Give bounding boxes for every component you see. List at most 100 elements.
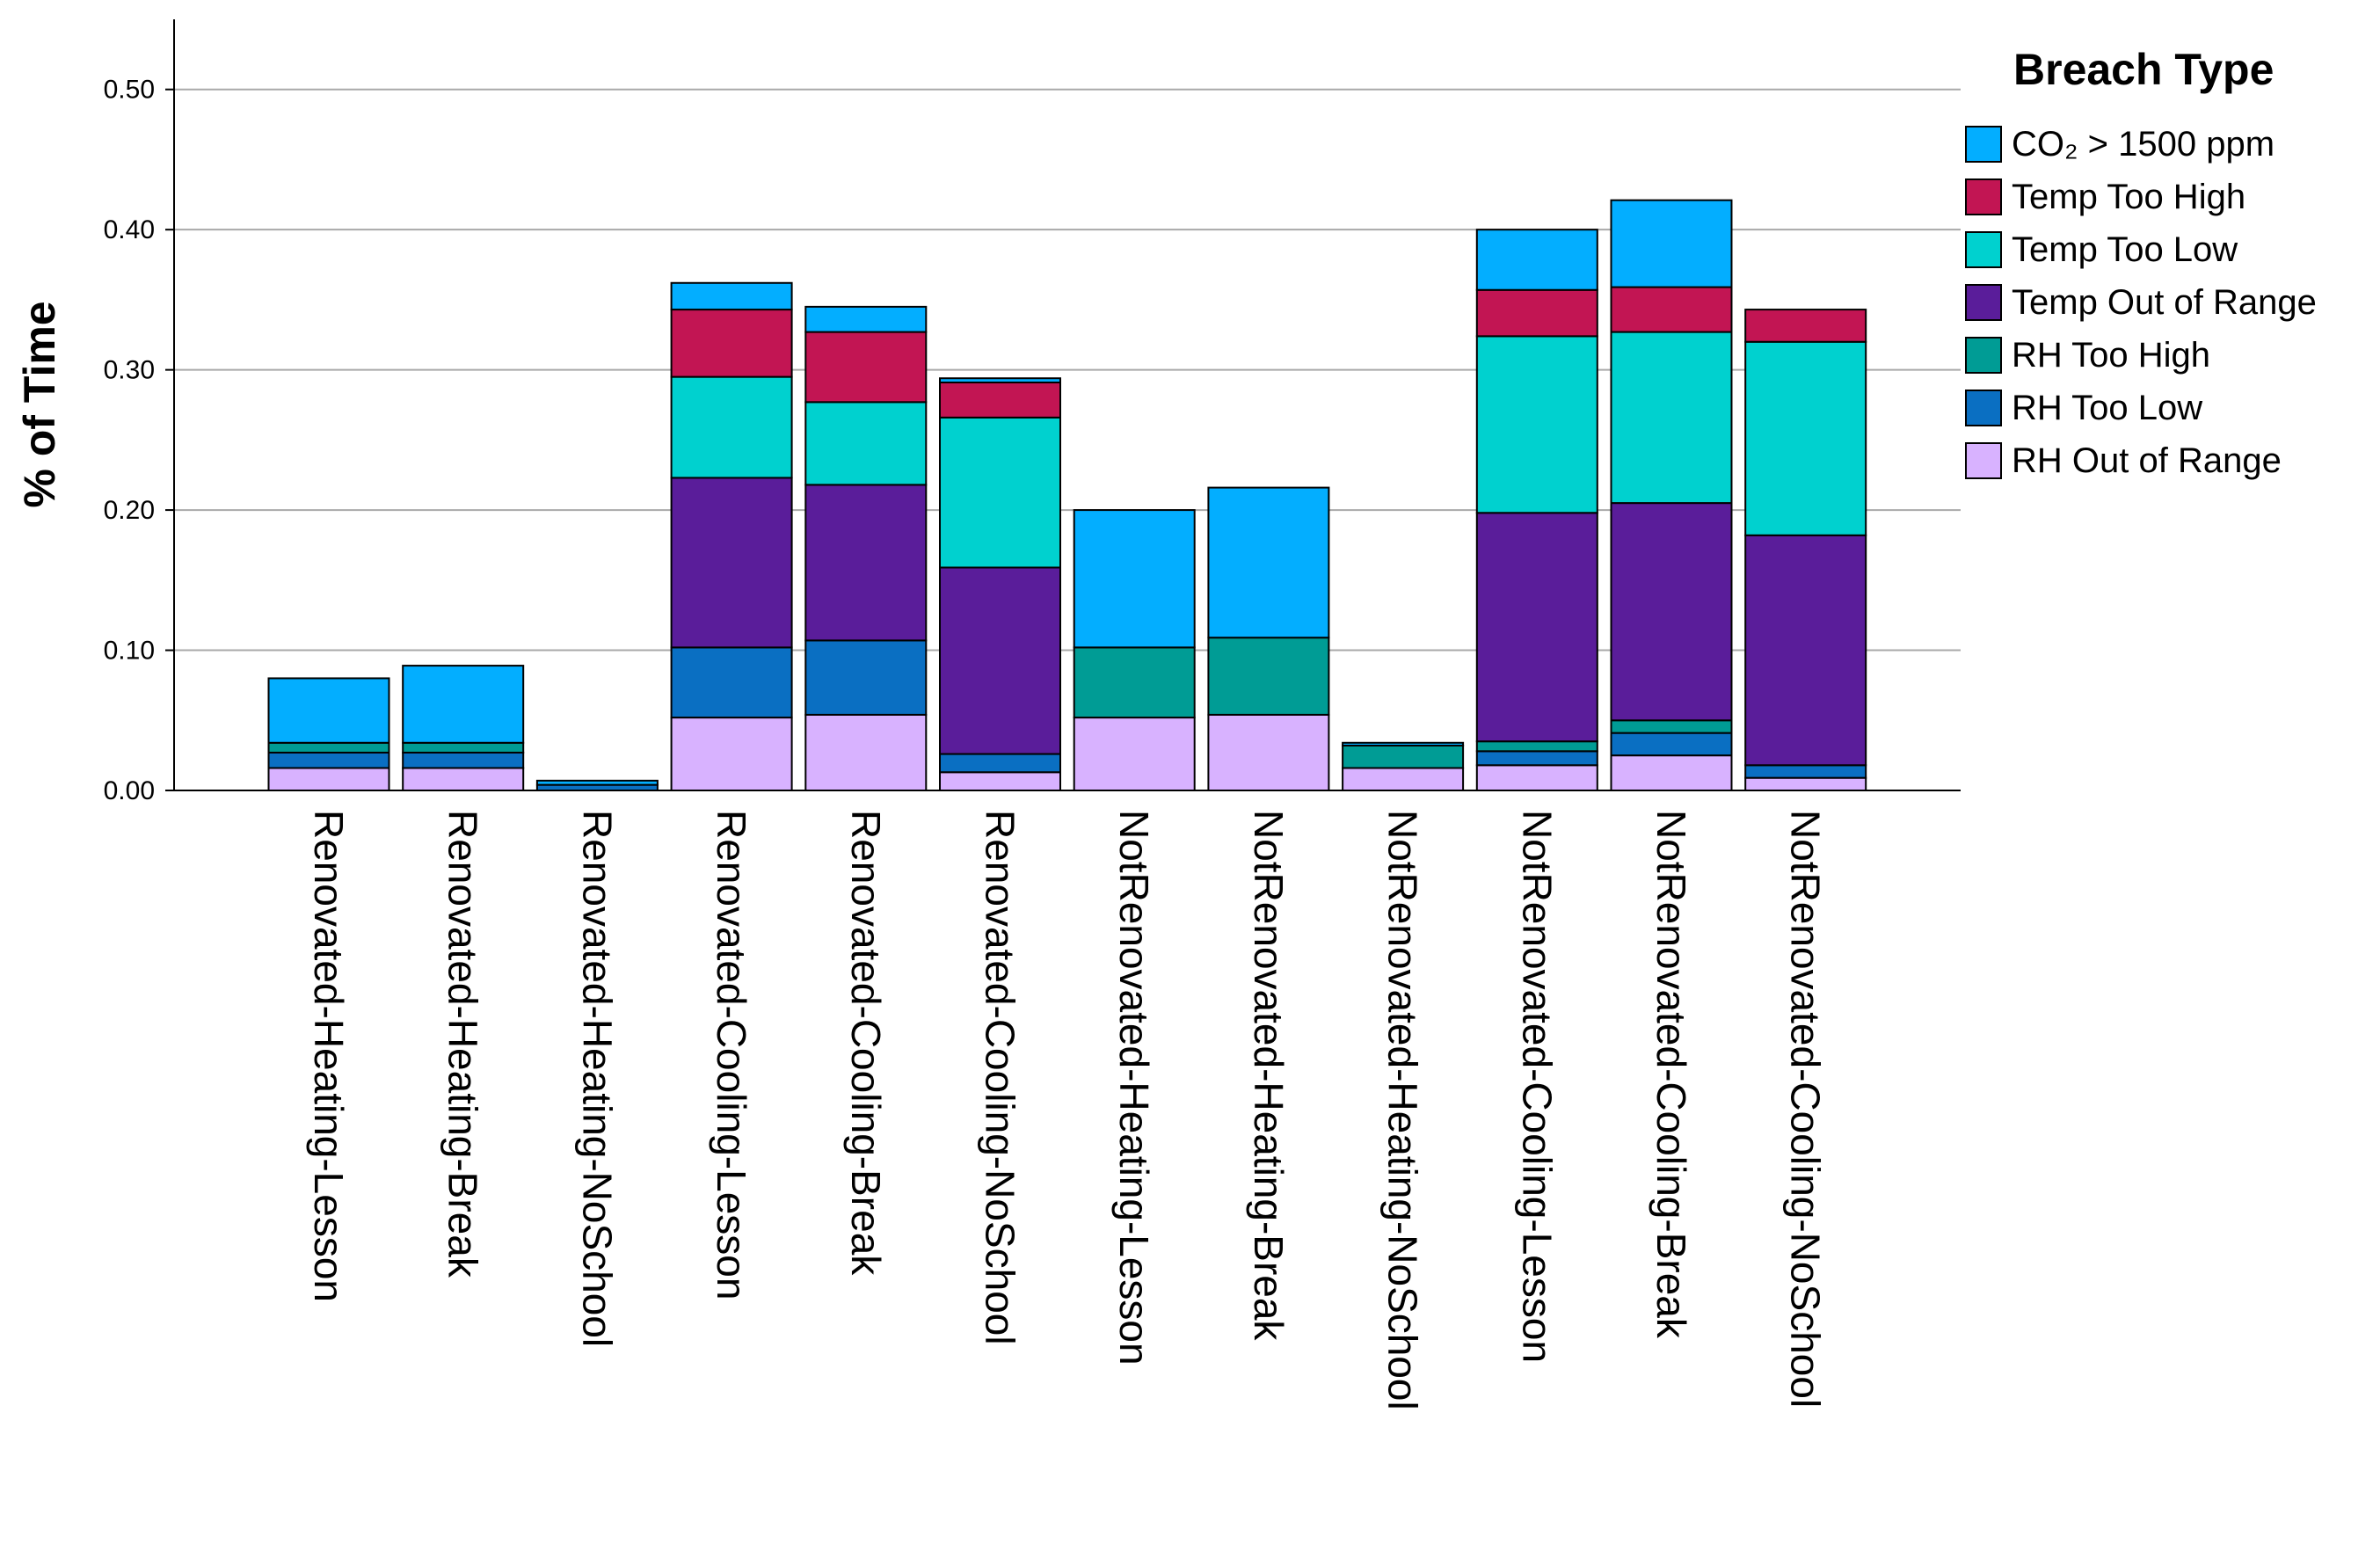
y-axis-label: % of Time bbox=[15, 301, 64, 507]
legend-label: CO₂ > 1500 ppm bbox=[2012, 125, 2274, 164]
bar-segment bbox=[1073, 509, 1196, 649]
bar-segment bbox=[402, 665, 525, 744]
bar-segment bbox=[804, 331, 928, 404]
bar-segment bbox=[535, 779, 659, 786]
bar-segment bbox=[804, 639, 928, 716]
bar-segment bbox=[939, 377, 1061, 383]
legend-item: RH Out of Range bbox=[1965, 441, 2282, 480]
bar-segment bbox=[1073, 717, 1196, 791]
legend-swatch bbox=[1965, 390, 2002, 426]
x-tick-label: Renovated-Cooling-Lesson bbox=[709, 810, 754, 1300]
bar-segment bbox=[1744, 340, 1867, 536]
legend-swatch bbox=[1965, 284, 2002, 321]
bar-segment bbox=[670, 375, 793, 479]
bar-segment bbox=[1475, 750, 1598, 767]
bar-stack bbox=[1610, 199, 1733, 791]
legend-item: Temp Too High bbox=[1965, 178, 2245, 216]
bar-segment bbox=[1207, 637, 1330, 716]
bar-stack bbox=[1475, 229, 1598, 791]
bar-segment bbox=[804, 305, 928, 333]
legend-label: RH Too Low bbox=[2012, 389, 2202, 427]
legend: CO₂ > 1500 ppm Temp Too High Temp Too Low T… bbox=[1965, 125, 2317, 480]
bar-segment bbox=[1207, 486, 1330, 639]
bar-segment bbox=[1610, 199, 1733, 288]
x-tick-label: Renovated-Heating-NoSchool bbox=[574, 810, 620, 1347]
bar-stack bbox=[535, 779, 659, 792]
x-tick-label: NotRenovated-Cooling-NoSchool bbox=[1783, 810, 1829, 1408]
bar-segment bbox=[1342, 767, 1465, 791]
axes: 0.00 0.10 0.20 0.30 0.40 0.50 Renovated-Heatin… bbox=[104, 19, 1961, 1410]
bar-segment bbox=[939, 416, 1061, 569]
bar-stack bbox=[670, 281, 793, 791]
bar-segment bbox=[267, 741, 390, 754]
bar-segment bbox=[402, 767, 525, 791]
bar-segment bbox=[402, 741, 525, 754]
bar-segment bbox=[1475, 288, 1598, 338]
bar-stack bbox=[267, 677, 390, 791]
bars bbox=[267, 199, 1867, 792]
legend-swatch bbox=[1965, 442, 2002, 479]
bar-segment bbox=[1342, 741, 1465, 746]
y-tick-label: 0.00 bbox=[104, 776, 155, 805]
bar-segment bbox=[1610, 502, 1733, 722]
bar-stack bbox=[402, 665, 525, 791]
bar-segment bbox=[402, 751, 525, 769]
bar-segment bbox=[1744, 764, 1867, 779]
bar-segment bbox=[1610, 719, 1733, 734]
x-tick-label: Renovated-Heating-Break bbox=[440, 810, 486, 1278]
legend-title: Breach Type bbox=[2013, 45, 2274, 94]
legend-label: Temp Too Low bbox=[2012, 230, 2238, 269]
bar-segment bbox=[670, 717, 793, 791]
x-tick-label: NotRenovated-Cooling-Break bbox=[1649, 810, 1694, 1339]
bar-segment bbox=[267, 751, 390, 769]
x-tick-label: NotRenovated-Heating-Break bbox=[1246, 810, 1292, 1341]
bar-segment bbox=[939, 566, 1061, 755]
bar-segment bbox=[670, 646, 793, 719]
x-tick-label: Renovated-Cooling-NoSchool bbox=[978, 810, 1023, 1345]
legend-item: Temp Too Low bbox=[1965, 230, 2238, 269]
x-tick-label: NotRenovated-Heating-Lesson bbox=[1111, 810, 1157, 1365]
bar-segment bbox=[1744, 309, 1867, 343]
bar-segment bbox=[804, 713, 928, 791]
x-tick-label: Renovated-Heating-Lesson bbox=[306, 810, 352, 1302]
bar-segment bbox=[1475, 512, 1598, 743]
y-tick-label: 0.10 bbox=[104, 637, 155, 666]
bar-segment bbox=[1475, 740, 1598, 753]
bar-stack bbox=[1342, 741, 1465, 791]
bar-stack bbox=[939, 377, 1061, 792]
y-tick-label: 0.50 bbox=[104, 76, 155, 105]
x-tick-label: NotRenovated-Cooling-Lesson bbox=[1514, 810, 1560, 1363]
legend-swatch bbox=[1965, 126, 2002, 163]
legend-item: RH Too Low bbox=[1965, 389, 2202, 427]
bar-segment bbox=[1610, 754, 1733, 791]
bar-segment bbox=[1610, 286, 1733, 333]
legend-label: Temp Out of Range bbox=[2012, 283, 2317, 322]
y-tick-label: 0.40 bbox=[104, 215, 155, 244]
bar-segment bbox=[670, 281, 793, 311]
bar-segment bbox=[804, 484, 928, 642]
bar-segment bbox=[670, 477, 793, 649]
legend-label: RH Too High bbox=[2012, 336, 2210, 375]
bar-segment bbox=[804, 401, 928, 486]
legend-item: Temp Out of Range bbox=[1965, 283, 2317, 322]
bar-stack bbox=[804, 305, 928, 791]
bar-segment bbox=[939, 771, 1061, 792]
bar-segment bbox=[1342, 744, 1465, 769]
bar-segment bbox=[939, 753, 1061, 774]
bar-segment bbox=[1207, 713, 1330, 791]
y-tick-label: 0.20 bbox=[104, 496, 155, 525]
legend-label: Temp Too High bbox=[2012, 178, 2245, 216]
bar-segment bbox=[1610, 732, 1733, 757]
legend-item: RH Too High bbox=[1965, 336, 2210, 375]
bar-segment bbox=[1073, 646, 1196, 719]
x-tick-label: Renovated-Cooling-Break bbox=[843, 810, 889, 1276]
bar-stack bbox=[1744, 309, 1867, 792]
legend-item: CO₂ > 1500 ppm bbox=[1965, 125, 2274, 164]
x-tick-label: NotRenovated-Heating-NoSchool bbox=[1380, 810, 1426, 1410]
bar-stack bbox=[1073, 509, 1196, 791]
legend-label: RH Out of Range bbox=[2012, 441, 2282, 480]
bar-segment bbox=[1744, 534, 1867, 767]
bar-segment bbox=[1610, 331, 1733, 505]
